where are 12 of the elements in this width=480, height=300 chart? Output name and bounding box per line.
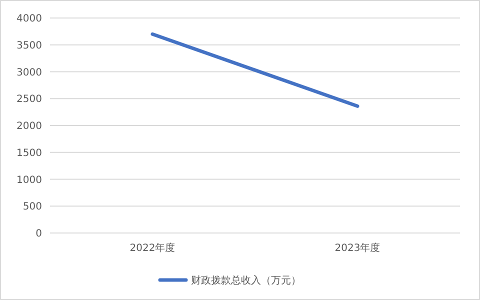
y-tick-label: 2500 (16, 94, 42, 106)
y-tick-label: 0 (36, 228, 42, 240)
y-tick-label: 1000 (16, 174, 42, 186)
legend-label: 财政拨款总收入（万元） (191, 274, 301, 286)
y-tick-label: 1500 (16, 148, 42, 159)
x-tick-label: 2023年度 (334, 242, 380, 254)
x-tick-label: 2022年度 (130, 242, 176, 254)
y-tick-label: 4000 (16, 14, 42, 24)
y-tick-label: 3000 (16, 67, 42, 78)
y-tick-label: 3500 (16, 40, 42, 52)
y-tick-label: 2000 (16, 121, 42, 132)
y-tick-label: 500 (22, 202, 42, 213)
